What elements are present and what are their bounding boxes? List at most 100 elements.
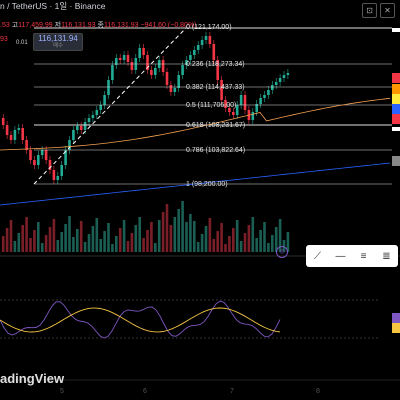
volume-bar <box>134 225 138 252</box>
candle-body <box>220 80 223 100</box>
x-tick-2: 7 <box>230 388 234 395</box>
candle-body <box>185 60 188 65</box>
candle-body <box>161 60 165 72</box>
candle-body <box>107 80 110 95</box>
candle-body <box>87 118 91 122</box>
candle-body <box>169 85 173 92</box>
candle-body <box>271 85 274 90</box>
ohlc-low: 116,131.93 <box>61 22 96 29</box>
x-tick-0: 5 <box>60 388 64 395</box>
candle-body <box>56 176 60 180</box>
right-tag-white <box>392 28 400 32</box>
buy-price-tag[interactable]: 116,131.94 매수 <box>33 33 83 51</box>
volume-bar <box>95 218 99 252</box>
volume-bar <box>126 241 130 252</box>
candle-body <box>165 72 169 85</box>
fib-label-05[interactable]: 0.5 (111,706.00) <box>186 102 237 109</box>
rsi-ma-line <box>0 307 281 333</box>
volume-bar <box>224 244 227 252</box>
ohlc-close: 116,131.93 <box>103 22 139 29</box>
volume-bar <box>200 234 204 252</box>
volume-bar <box>138 217 141 252</box>
volume-bar <box>9 220 13 252</box>
fib-label-0382[interactable]: 0.382 (114,437.33) <box>186 84 245 91</box>
candle-body <box>173 88 177 92</box>
rsi-tag-yellow <box>392 323 400 333</box>
volume-bar <box>107 223 110 252</box>
candle-body <box>255 104 258 112</box>
fib-label-0786[interactable]: 0.786 (103,822.64) <box>186 147 246 154</box>
candle-body <box>33 160 36 165</box>
fib-label-0618[interactable]: 0.618 (108,231.67) <box>186 122 246 129</box>
fib-label-1[interactable]: 1 (98,200.00) <box>186 181 228 188</box>
right-tag-red <box>392 73 400 83</box>
fib-label-0[interactable]: 0 (121,174.00) <box>186 24 232 31</box>
volume-bar <box>87 234 91 252</box>
volume-bar <box>278 219 282 252</box>
volume-bar <box>161 212 165 252</box>
horizontal-line-tool-icon[interactable]: — <box>335 250 346 262</box>
volume-bar <box>83 242 87 252</box>
settings-icon[interactable]: ◎ <box>276 246 288 258</box>
candle-body <box>274 82 278 85</box>
fib-label-0236[interactable]: 0.236 (118,273.34) <box>186 61 245 68</box>
ohlc-high: 117,459.99 <box>18 22 53 29</box>
candle-body <box>9 135 13 140</box>
candle-body <box>40 150 44 155</box>
volume-bar <box>212 239 216 252</box>
candle-body <box>259 98 262 104</box>
line-tool-icon[interactable]: ⟋ <box>314 250 321 262</box>
volume-bar <box>79 221 83 252</box>
candle-body <box>282 75 286 78</box>
candle-body <box>224 100 227 108</box>
fib-retracement-tool-icon[interactable]: ≡ <box>360 250 367 262</box>
volume-bar <box>157 220 161 252</box>
ohlc-close-label: 종 <box>97 22 104 29</box>
volume-bar <box>68 216 71 252</box>
volume-bar <box>263 222 266 252</box>
candle-body <box>79 126 83 130</box>
rsi-tag-purple <box>392 313 400 323</box>
candle-body <box>278 78 282 82</box>
candle-body <box>83 122 87 130</box>
pattern-tool-icon[interactable]: ≣ <box>382 250 391 262</box>
volume-bar <box>177 209 180 252</box>
volume-bar <box>72 237 75 252</box>
volume-bar <box>181 201 184 252</box>
volume-bar <box>142 238 145 252</box>
candle-body <box>286 73 290 75</box>
volume-bar <box>40 243 44 252</box>
chart-header: n / TetherUS · 1일 · Binance <box>0 0 400 12</box>
volume-bar <box>122 220 126 252</box>
candle-body <box>146 55 149 70</box>
candle-body <box>154 68 157 75</box>
volume-bar <box>196 242 200 252</box>
candle-body <box>1 118 5 125</box>
close-icon[interactable]: ✕ <box>380 3 395 18</box>
candle-body <box>64 150 67 165</box>
volume-bar <box>56 240 60 252</box>
ma-blue-line <box>0 162 391 206</box>
candle-body <box>251 112 255 120</box>
candle-body <box>267 90 270 95</box>
rsi-line <box>0 300 281 339</box>
volume-bar <box>1 236 5 252</box>
volume-bar <box>29 238 32 252</box>
candle-body <box>99 105 102 110</box>
volume-bar <box>99 239 102 252</box>
volume-bar <box>173 217 177 252</box>
volume-bar <box>208 218 212 252</box>
volume-bar <box>251 217 255 252</box>
left-tag-top: 93 <box>0 36 8 43</box>
volume-bar <box>111 244 114 252</box>
candle-body <box>95 110 99 115</box>
volume-bar <box>150 222 153 252</box>
candle-body <box>25 140 28 150</box>
candle-body <box>5 125 9 135</box>
candle-body <box>232 112 235 115</box>
candle-body <box>150 70 153 75</box>
volume-bar <box>232 228 235 252</box>
screenshot-icon[interactable]: ⊡ <box>362 3 377 18</box>
symbol-title[interactable]: n / TetherUS · 1일 · Binance <box>0 1 106 11</box>
